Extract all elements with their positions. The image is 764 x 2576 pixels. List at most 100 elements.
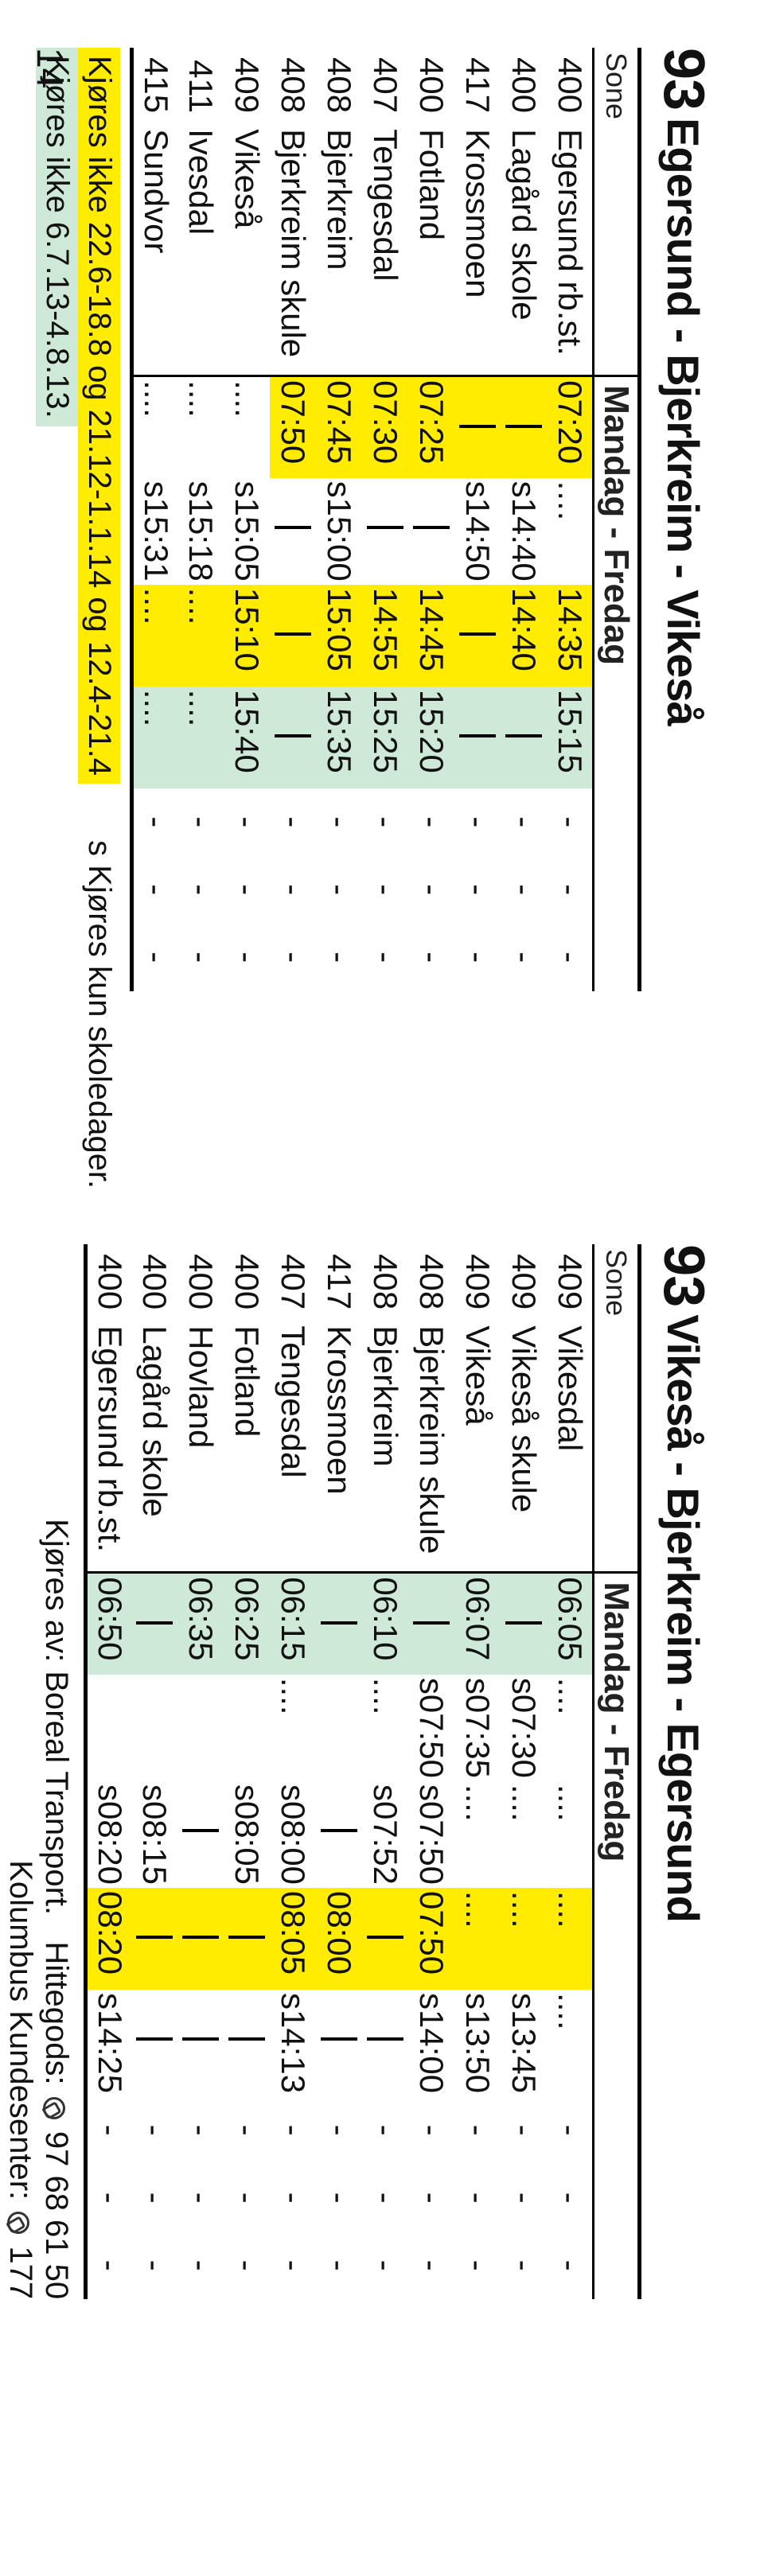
sone-cell: 411 [178, 48, 224, 124]
time-cell: - [317, 2232, 363, 2299]
time-cell: 08:05 [271, 1888, 317, 1990]
route-name-b: Vikeså - Bjerkreim - Egersund [658, 1314, 708, 1922]
footer-lost-label: Hittegods: [39, 1941, 74, 2084]
time-cell: - [224, 2096, 271, 2164]
time-cell: 06:35 [178, 1573, 224, 1675]
time-cell: .... [455, 1781, 501, 1888]
time-cell: s08:20 [86, 1781, 132, 1888]
sone-header-b: Sone [594, 1244, 640, 1321]
time-cell: - [271, 2096, 317, 2164]
time-cell: - [409, 2164, 455, 2232]
day-header-b: Mandag - Fredag [594, 1573, 640, 2299]
stop-cell: Bjerkreim [317, 124, 363, 376]
time-cell: - [455, 2096, 501, 2164]
time-cell [409, 1573, 455, 1675]
time-cell: .... [501, 1888, 548, 1990]
footer-lost-phone: 97 68 61 50 [39, 2131, 74, 2299]
stop-header-b [594, 1321, 640, 1573]
time-cell [224, 1888, 271, 1990]
time-cell: s13:50 [455, 1990, 501, 2096]
time-cell: 15:15 [548, 687, 594, 788]
phone-icon [7, 2212, 29, 2234]
table-row: 408Bjerkreim07:45s15:0015:0515:35--- [317, 48, 363, 991]
time-cell: - [271, 788, 317, 856]
stop-cell: Vikesdal [548, 1321, 594, 1573]
time-cell: - [501, 2164, 548, 2232]
table-row: 408Bjerkreim skule07:50--- [271, 48, 317, 991]
time-cell: s15:18 [178, 478, 224, 585]
sone-cell: 407 [363, 48, 409, 124]
time-cell: 08:00 [317, 1888, 363, 1990]
time-cell: - [132, 788, 178, 856]
sone-cell: 400 [132, 1244, 178, 1321]
time-cell: 14:40 [501, 585, 548, 687]
time-cell: s15:31 [132, 478, 178, 585]
time-cell: - [178, 2164, 224, 2232]
stop-cell: Egersund rb.st. [548, 124, 594, 376]
time-cell [317, 1990, 363, 2096]
time-cell: 15:40 [224, 687, 271, 788]
time-cell [271, 585, 317, 687]
stop-cell: Fotland [409, 124, 455, 376]
stop-cell: Bjerkreim skule [271, 124, 317, 376]
legend-yellow: Kjøres ikke 22.6-18.8 og 21.12-1.1.14 og… [78, 48, 120, 784]
time-cell: - [317, 924, 363, 991]
timetable-b-table: Sone Mandag - Fredag 409Vikesdal06:05...… [84, 1244, 641, 2299]
time-cell [363, 1990, 409, 2096]
timetable-b: 93 Vikeså - Bjerkreim - Egersund Sone Man… [2, 1244, 716, 2299]
time-cell: 15:25 [363, 687, 409, 788]
stop-cell: Hovland [178, 1321, 224, 1573]
time-cell: - [455, 788, 501, 856]
route-title-a: 93Egersund - Bjerkreim - Vikeså [651, 48, 716, 1189]
timetable-a: 93Egersund - Bjerkreim - Vikeså Sone Man… [36, 48, 716, 1189]
time-cell: - [178, 856, 224, 924]
time-cell [132, 1573, 178, 1675]
time-cell [501, 1573, 548, 1675]
time-cell: - [501, 856, 548, 924]
time-cell: 07:20 [548, 376, 594, 478]
time-cell: s13:45 [501, 1990, 548, 2096]
route-number-b: 93 [652, 1244, 715, 1306]
stop-cell: Vikeså [224, 124, 271, 376]
time-cell: 07:50 [271, 376, 317, 478]
time-cell: 14:55 [363, 585, 409, 687]
sone-cell: 400 [86, 1244, 132, 1321]
time-cell: - [455, 924, 501, 991]
time-cell: 06:50 [86, 1573, 132, 1675]
time-cell: s08:00 [271, 1781, 317, 1888]
time-cell: .... [271, 1675, 317, 1781]
stop-cell: Vikeså [455, 1321, 501, 1573]
sone-cell: 409 [455, 1244, 501, 1321]
time-cell [178, 1781, 224, 1888]
legend-a: Kjøres ikke 22.6-18.8 og 21.12-1.1.14 og… [36, 48, 120, 1189]
time-cell: 07:45 [317, 376, 363, 478]
time-cell: .... [455, 1888, 501, 1990]
time-cell: - [132, 2232, 178, 2299]
time-cell: - [501, 924, 548, 991]
table-row: 409Vikeså skules07:30........s13:45--- [501, 1244, 548, 2299]
sone-header-a: Sone [594, 48, 640, 124]
time-cell: - [86, 2164, 132, 2232]
time-cell: - [409, 2232, 455, 2299]
time-cell [409, 478, 455, 585]
time-cell: 06:10 [363, 1573, 409, 1675]
time-cell: - [317, 788, 363, 856]
stop-cell: Lagård skole [132, 1321, 178, 1573]
time-cell: s14:40 [501, 478, 548, 585]
time-cell: - [224, 924, 271, 991]
table-row: 400Egersund rb.st.06:50s08:2008:20s14:25… [86, 1244, 132, 2299]
timetable-a-table: Sone Mandag - Fredag 400Egersund rb.st.0… [130, 48, 641, 991]
table-row: 407Tengesdal07:3014:5515:25--- [363, 48, 409, 991]
time-cell: .... [548, 478, 594, 585]
time-cell: - [363, 2232, 409, 2299]
stop-cell: Sundvor [132, 124, 178, 376]
legend-schooldays: s Kjøres kun skoledager. [81, 840, 117, 1189]
table-row: 408Bjerkreim06:10....s07:52--- [363, 1244, 409, 2299]
time-cell: - [224, 788, 271, 856]
time-cell: - [548, 788, 594, 856]
time-cell: s07:50 [409, 1675, 455, 1781]
time-cell [178, 1990, 224, 2096]
time-cell [455, 585, 501, 687]
time-cell: - [271, 924, 317, 991]
page-number: 14 [29, 48, 72, 88]
